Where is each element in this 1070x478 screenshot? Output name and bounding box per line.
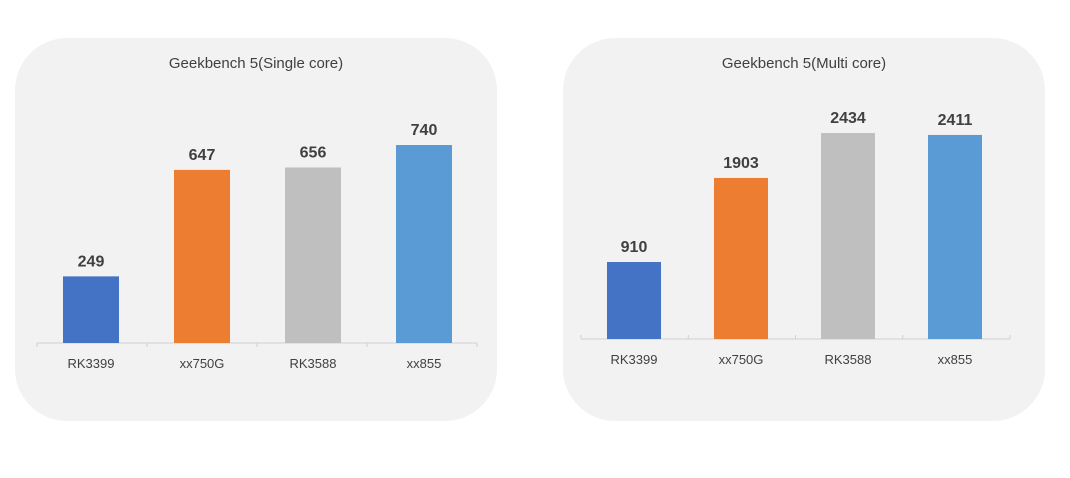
category-label: RK3399 [611,352,658,367]
single-core-chart-panel: Geekbench 5(Single core) 249 RK3399 647 xx7… [15,38,497,421]
bar-rk3399 [607,261,661,339]
category-label: xx855 [407,356,442,371]
category-label: RK3588 [825,352,872,367]
bar-rk3399 [63,276,119,343]
data-label: 910 [621,239,648,256]
data-label: 249 [78,253,105,270]
data-label: 740 [411,122,438,139]
category-label: xx750G [719,352,764,367]
data-label: 656 [300,144,327,161]
category-label: xx750G [180,356,225,371]
bar-xx855 [396,145,452,343]
bar-xx855 [928,134,982,339]
category-label: xx855 [938,352,973,367]
bar-rk3588 [821,133,875,339]
data-label: 2411 [938,112,973,129]
bar-xx750g [714,177,768,339]
category-label: RK3399 [68,356,115,371]
single-core-chart: 249 RK3399 647 xx750G 656 RK3588 740 xx855 [36,122,478,371]
bar-rk3588 [285,167,341,343]
bar-xx750g [174,169,230,343]
chart-title: Geekbench 5(Multi core) [721,55,887,72]
chart-title: Geekbench 5(Single core) [168,55,344,72]
multi-core-chart-panel: Geekbench 5(Multi core) 910 RK3399 1903 xx7… [563,38,1045,421]
data-label: 1903 [723,155,759,172]
data-label: 647 [189,147,216,164]
multi-core-chart: 910 RK3399 1903 xx750G 2434 RK3588 2411 xx855 [580,110,1011,367]
category-label: RK3588 [290,356,337,371]
data-label: 2434 [830,110,866,127]
